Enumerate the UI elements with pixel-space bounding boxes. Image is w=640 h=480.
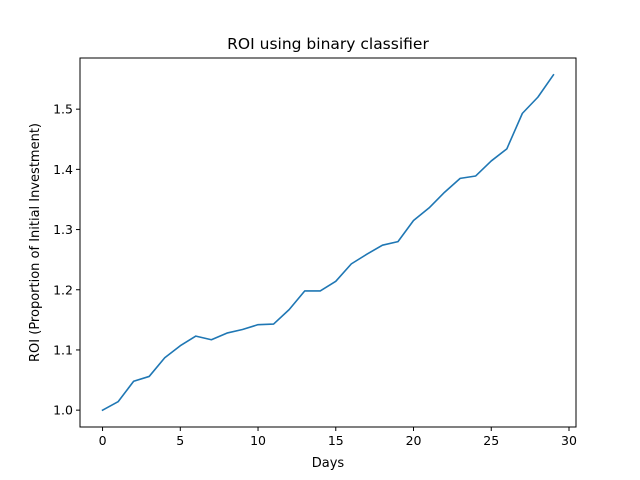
x-axis-ticks: 0 5 10 15 20 25 30 [99,427,577,448]
plot-area [101,73,555,412]
chart-title: ROI using binary classifier [227,35,429,53]
series-line-0 [101,73,555,412]
y-tick-label: 1.3 [53,222,73,237]
axes-frame [79,57,577,428]
x-tick-label: 5 [176,433,184,448]
y-axis-label: ROI (Proportion of Initial Investment) [28,123,43,362]
y-tick-label: 1.5 [53,102,73,117]
x-tick-label: 10 [250,433,266,448]
x-tick-label: 0 [99,433,107,448]
x-tick-label: 25 [483,433,499,448]
y-axis-ticks: 1.0 1.1 1.2 1.3 1.4 1.5 [53,102,80,418]
y-tick-label: 1.2 [53,282,73,297]
x-tick-label: 15 [328,433,344,448]
x-tick-label: 20 [406,433,422,448]
x-axis-label: Days [312,456,345,471]
x-tick-label: 30 [561,433,577,448]
y-tick-label: 1.4 [53,162,73,177]
y-tick-label: 1.0 [53,403,73,418]
y-tick-label: 1.1 [53,342,73,357]
